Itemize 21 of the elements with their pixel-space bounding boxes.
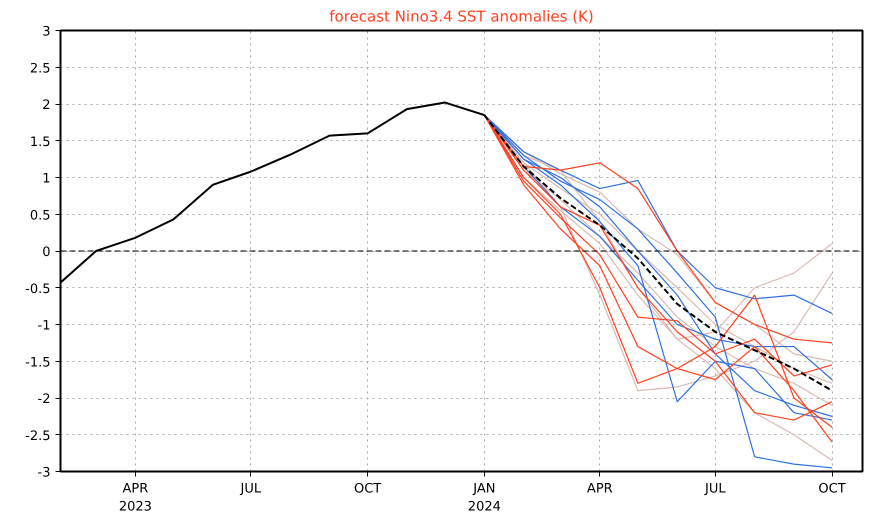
- y-tick-label: 0.5: [30, 208, 51, 224]
- y-tick-label: 0: [42, 245, 51, 260]
- y-tick-label: -3: [38, 466, 51, 480]
- x-tick-label: JUL: [704, 482, 726, 496]
- x-tick-label: JUL: [240, 482, 262, 496]
- y-tick-label: 2.5: [30, 61, 51, 76]
- x-tick-label: OCT: [818, 482, 846, 496]
- y-tick-label: -1.5: [25, 355, 51, 370]
- y-tick-label: 1.5: [30, 134, 51, 150]
- x-tick-label: APR 2023: [118, 482, 152, 514]
- y-tick-label: -2: [38, 392, 51, 407]
- x-tick-label: OCT: [354, 482, 382, 496]
- chart-title: forecast Nino3.4 SST anomalies (K): [329, 8, 594, 26]
- y-tick-label: 1: [42, 172, 51, 186]
- y-tick-label: -2.5: [25, 428, 51, 444]
- y-tick-label: 3: [42, 24, 51, 40]
- y-tick-label: 2: [42, 98, 51, 113]
- x-tick-label: APR: [586, 482, 613, 496]
- y-tick-label: -0.5: [25, 282, 51, 297]
- x-tick-label: JAN 2024: [468, 482, 501, 514]
- y-tick-label: -1: [38, 318, 51, 334]
